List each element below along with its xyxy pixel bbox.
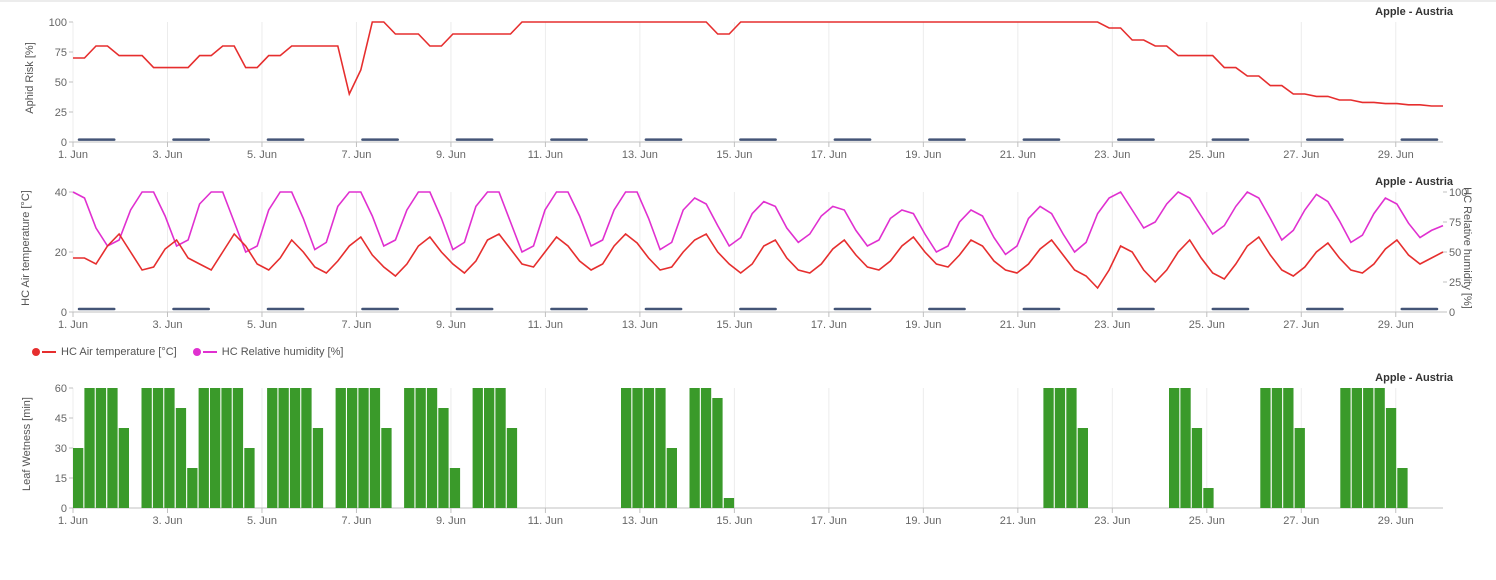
svg-text:27. Jun: 27. Jun — [1283, 149, 1319, 161]
svg-text:25. Jun: 25. Jun — [1189, 319, 1225, 331]
svg-text:15. Jun: 15. Jun — [716, 319, 752, 331]
svg-text:1. Jun: 1. Jun — [58, 515, 88, 527]
leaf-wetness-chart: Apple - Austria Leaf Wetness [min] 1. Ju… — [18, 368, 1478, 528]
svg-text:25. Jun: 25. Jun — [1189, 515, 1225, 527]
legend-item: HC Air temperature [°C] — [32, 346, 177, 358]
svg-text:23. Jun: 23. Jun — [1094, 149, 1130, 161]
svg-text:0: 0 — [61, 137, 67, 149]
svg-text:50: 50 — [55, 77, 67, 89]
svg-text:100: 100 — [49, 17, 67, 29]
svg-text:11. Jun: 11. Jun — [528, 515, 563, 527]
svg-text:23. Jun: 23. Jun — [1094, 515, 1130, 527]
y-axis-label-left: HC Air temperature [°C] — [20, 190, 32, 306]
svg-text:19. Jun: 19. Jun — [905, 319, 941, 331]
svg-text:0: 0 — [61, 307, 67, 319]
svg-text:19. Jun: 19. Jun — [905, 149, 941, 161]
svg-text:19. Jun: 19. Jun — [905, 515, 941, 527]
svg-text:11. Jun: 11. Jun — [528, 319, 563, 331]
svg-text:75: 75 — [1449, 217, 1461, 229]
svg-text:15. Jun: 15. Jun — [716, 149, 752, 161]
svg-text:9. Jun: 9. Jun — [436, 319, 466, 331]
svg-text:25: 25 — [55, 107, 67, 119]
svg-text:75: 75 — [55, 47, 67, 59]
svg-text:7. Jun: 7. Jun — [341, 319, 371, 331]
svg-text:17. Jun: 17. Jun — [811, 515, 847, 527]
chart-title: Apple - Austria — [1375, 372, 1453, 384]
svg-text:11. Jun: 11. Jun — [528, 149, 563, 161]
svg-text:13. Jun: 13. Jun — [622, 149, 658, 161]
svg-text:7. Jun: 7. Jun — [341, 515, 371, 527]
svg-text:3. Jun: 3. Jun — [152, 515, 182, 527]
temp-humidity-chart: Apple - Austria HC Air temperature [°C] … — [18, 172, 1478, 332]
svg-text:5. Jun: 5. Jun — [247, 515, 277, 527]
aphid-risk-chart: Apple - Austria Aphid Risk [%] 1. Jun 3. … — [18, 2, 1478, 162]
y-axis-label-right: HC Relative humidity [%] — [1461, 187, 1473, 309]
svg-text:21. Jun: 21. Jun — [1000, 515, 1036, 527]
svg-text:3. Jun: 3. Jun — [152, 319, 182, 331]
svg-text:3. Jun: 3. Jun — [152, 149, 182, 161]
svg-text:29. Jun: 29. Jun — [1378, 149, 1414, 161]
svg-text:15: 15 — [55, 473, 67, 485]
svg-text:0: 0 — [1449, 307, 1455, 319]
svg-text:27. Jun: 27. Jun — [1283, 515, 1319, 527]
svg-text:9. Jun: 9. Jun — [436, 149, 466, 161]
chart-title: Apple - Austria — [1375, 176, 1453, 188]
svg-text:13. Jun: 13. Jun — [622, 515, 658, 527]
temp-humidity-plot: 1. Jun 3. Jun 5. Jun 7. Jun 9. Jun 11. Jun 13.… — [18, 172, 1478, 332]
svg-text:50: 50 — [1449, 247, 1461, 259]
y-axis-label: Leaf Wetness [min] — [21, 397, 33, 491]
svg-text:45: 45 — [55, 413, 67, 425]
svg-text:29. Jun: 29. Jun — [1378, 319, 1414, 331]
y-axis-label: Aphid Risk [%] — [24, 42, 36, 114]
svg-text:17. Jun: 17. Jun — [811, 149, 847, 161]
svg-text:21. Jun: 21. Jun — [1000, 149, 1036, 161]
svg-text:23. Jun: 23. Jun — [1094, 319, 1130, 331]
aphid-risk-plot: 1. Jun 3. Jun 5. Jun 7. Jun 9. Jun 11. Jun 13.… — [18, 2, 1478, 162]
svg-text:21. Jun: 21. Jun — [1000, 319, 1036, 331]
svg-text:20: 20 — [55, 247, 67, 259]
svg-text:1. Jun: 1. Jun — [58, 149, 88, 161]
svg-text:7. Jun: 7. Jun — [341, 149, 371, 161]
chart-title: Apple - Austria — [1375, 6, 1453, 18]
svg-text:5. Jun: 5. Jun — [247, 319, 277, 331]
svg-text:5. Jun: 5. Jun — [247, 149, 277, 161]
svg-text:9. Jun: 9. Jun — [436, 515, 466, 527]
svg-text:25. Jun: 25. Jun — [1189, 149, 1225, 161]
svg-text:25: 25 — [1449, 277, 1461, 289]
svg-text:27. Jun: 27. Jun — [1283, 319, 1319, 331]
svg-text:1. Jun: 1. Jun — [58, 319, 88, 331]
legend-item: HC Relative humidity [%] — [193, 346, 344, 358]
temp-humidity-legend: HC Air temperature [°C] HC Relative humi… — [0, 342, 1496, 368]
svg-text:17. Jun: 17. Jun — [811, 319, 847, 331]
leaf-wetness-plot: 1. Jun 3. Jun 5. Jun 7. Jun 9. Jun 11. Jun 13.… — [18, 368, 1478, 528]
svg-text:15. Jun: 15. Jun — [716, 515, 752, 527]
svg-text:13. Jun: 13. Jun — [622, 319, 658, 331]
svg-text:29. Jun: 29. Jun — [1378, 515, 1414, 527]
svg-text:60: 60 — [55, 383, 67, 395]
svg-text:0: 0 — [61, 503, 67, 515]
svg-text:40: 40 — [55, 187, 67, 199]
svg-text:30: 30 — [55, 443, 67, 455]
